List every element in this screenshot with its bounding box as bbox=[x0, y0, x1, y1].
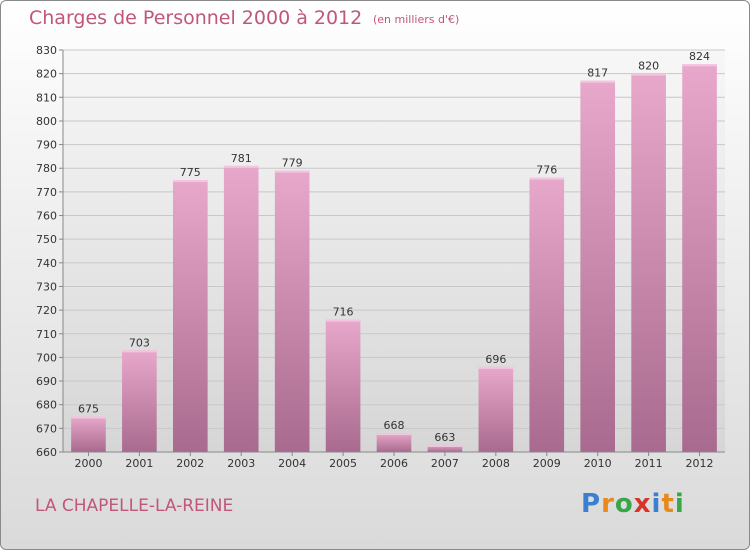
x-tick-label: 2006 bbox=[380, 457, 408, 470]
y-tick-label: 790 bbox=[36, 139, 57, 152]
x-tick-label: 2011 bbox=[635, 457, 663, 470]
y-tick-label: 800 bbox=[36, 115, 57, 128]
bar-highlight bbox=[580, 80, 616, 83]
bar bbox=[427, 444, 463, 452]
logo-letter: P bbox=[581, 489, 602, 519]
bar bbox=[71, 416, 106, 452]
bar bbox=[376, 433, 412, 452]
bar-highlight bbox=[223, 165, 259, 168]
y-tick-label: 670 bbox=[36, 422, 57, 435]
y-tick-label: 730 bbox=[36, 280, 57, 293]
data-label: 817 bbox=[587, 67, 608, 80]
chart-title: Charges de Personnel 2000 à 2012 bbox=[29, 7, 363, 29]
data-label: 663 bbox=[434, 431, 455, 444]
data-label: 703 bbox=[129, 336, 150, 349]
bar bbox=[325, 319, 361, 452]
bar bbox=[172, 180, 208, 452]
x-tick-label: 2007 bbox=[431, 457, 459, 470]
y-tick-label: 690 bbox=[36, 375, 57, 388]
y-tick-label: 810 bbox=[36, 91, 57, 104]
plot-area bbox=[63, 50, 725, 452]
data-label: 820 bbox=[638, 60, 659, 73]
data-label: 775 bbox=[180, 166, 201, 179]
x-tick-label: 2009 bbox=[533, 457, 561, 470]
bar-highlight bbox=[631, 73, 666, 76]
logo-letter: i bbox=[674, 489, 685, 519]
y-tick-label: 780 bbox=[36, 162, 57, 175]
y-tick-label: 830 bbox=[36, 44, 57, 57]
y-tick-label: 720 bbox=[36, 304, 57, 317]
data-label: 776 bbox=[536, 164, 557, 177]
bar-highlight bbox=[122, 350, 157, 353]
bar bbox=[274, 170, 310, 452]
x-tick-label: 2012 bbox=[686, 457, 714, 470]
y-tick-label: 680 bbox=[36, 399, 57, 412]
y-tick-label: 750 bbox=[36, 233, 57, 246]
data-label: 696 bbox=[485, 353, 506, 366]
data-label: 779 bbox=[282, 157, 303, 170]
logo-letter: x bbox=[633, 489, 652, 519]
data-label: 824 bbox=[689, 50, 710, 63]
y-tick-label: 700 bbox=[36, 351, 57, 364]
bar bbox=[223, 165, 259, 452]
bar bbox=[631, 73, 666, 452]
axes: 660 670 680 690 700 710 720 730 740 750 760 770 780 7… bbox=[36, 44, 725, 470]
logo-letter: i bbox=[651, 489, 662, 519]
logo-letter: o bbox=[614, 489, 634, 519]
x-tick-label: 2001 bbox=[125, 457, 153, 470]
x-tick-label: 2005 bbox=[329, 457, 357, 470]
x-tick-label: 2002 bbox=[176, 457, 204, 470]
bar-highlight bbox=[427, 444, 463, 447]
bar-highlight bbox=[376, 433, 412, 436]
bar-highlight bbox=[172, 180, 208, 183]
data-label: 716 bbox=[333, 306, 354, 319]
bar bbox=[122, 350, 157, 452]
bar-highlight bbox=[71, 416, 106, 419]
chart-subtitle: (en milliers d'€) bbox=[373, 13, 460, 26]
bar-highlight bbox=[274, 170, 310, 173]
x-tick-label: 2004 bbox=[278, 457, 306, 470]
data-label: 781 bbox=[231, 152, 252, 165]
bar bbox=[478, 366, 514, 452]
y-tick-label: 740 bbox=[36, 257, 57, 270]
x-tick-label: 2000 bbox=[74, 457, 102, 470]
bar bbox=[529, 177, 565, 452]
bar bbox=[580, 80, 616, 452]
data-label: 668 bbox=[384, 419, 405, 432]
y-tick-label: 760 bbox=[36, 210, 57, 223]
y-tick-label: 820 bbox=[36, 68, 57, 81]
logo-letter: t bbox=[661, 489, 675, 519]
y-tick-label: 660 bbox=[36, 446, 57, 459]
x-tick-label: 2010 bbox=[584, 457, 612, 470]
bars: 675 703 775 781 779 716 668 663 696 776 817 820 824 bbox=[71, 50, 717, 452]
x-tick-label: 2003 bbox=[227, 457, 255, 470]
bar-highlight bbox=[478, 366, 514, 369]
data-label: 675 bbox=[78, 403, 99, 416]
y-tick-label: 770 bbox=[36, 186, 57, 199]
y-tick-label: 710 bbox=[36, 328, 57, 341]
bar-highlight bbox=[682, 64, 717, 67]
x-tick-label: 2008 bbox=[482, 457, 510, 470]
commune-name: LA CHAPELLE-LA-REINE bbox=[35, 496, 234, 516]
logo-letter: r bbox=[601, 489, 615, 519]
bar-highlight bbox=[529, 177, 565, 180]
bar-highlight bbox=[325, 319, 361, 322]
proxiti-logo: Proxiti bbox=[581, 489, 685, 519]
bar bbox=[682, 64, 717, 452]
